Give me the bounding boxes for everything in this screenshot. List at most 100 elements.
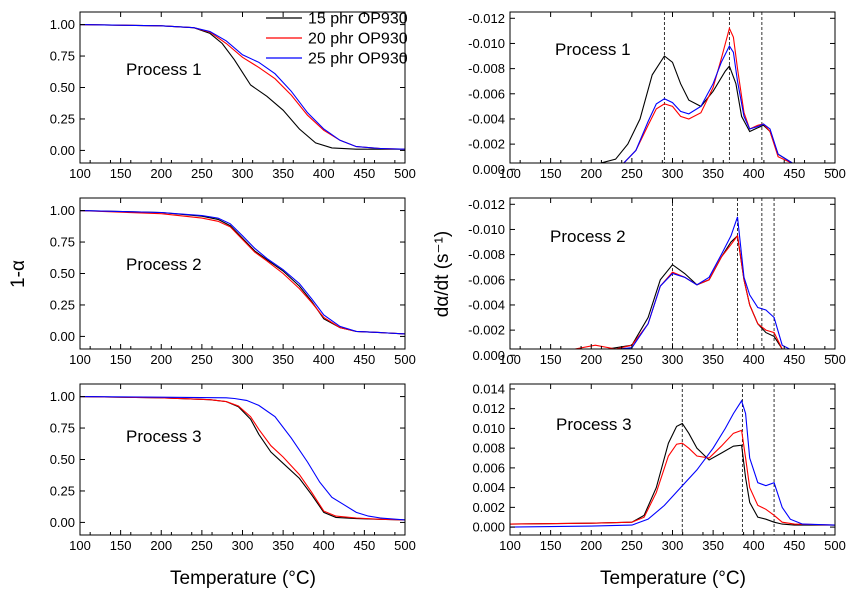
x-tick-label: 450	[354, 352, 376, 367]
x-tick-label: 450	[784, 538, 806, 553]
panel-6: 100 150 200 250 300 350 400 450 500 0.000 0.002 0.0…	[472, 381, 845, 553]
y-tick-label: 0.50	[50, 80, 75, 95]
y-tick-label: -0.010	[468, 36, 505, 51]
y-tick-label: 0.00	[50, 329, 75, 344]
x-tick-label: 500	[824, 352, 846, 367]
panel-title: Process 3	[126, 427, 202, 446]
panel-title: Process 2	[550, 227, 626, 246]
x-tick-label: 300	[232, 538, 254, 553]
series-line-2	[80, 396, 405, 521]
x-tick-label: 200	[580, 352, 602, 367]
series-line-3	[80, 396, 405, 521]
x-tick-label: 200	[150, 352, 172, 367]
x-tick-label: 250	[621, 352, 643, 367]
x-tick-label: 450	[784, 166, 806, 181]
x-tick-label: 500	[394, 352, 416, 367]
x-tick-label: 200	[150, 538, 172, 553]
y-tick-label: 0.25	[50, 297, 75, 312]
x-tick-label: 400	[743, 166, 765, 181]
y-tick-label: 1.00	[50, 203, 75, 218]
panel-title: Process 2	[126, 255, 202, 274]
x-tick-label: 100	[69, 166, 91, 181]
y-tick-label: 0.008	[472, 441, 505, 456]
x-tick-label: 400	[313, 352, 335, 367]
y-tick-label: 0.00	[50, 515, 75, 530]
x-axis-label-right: Temperature (°C)	[600, 568, 746, 589]
y-tick-label: 0.50	[50, 266, 75, 281]
x-tick-label: 150	[540, 166, 562, 181]
x-tick-label: 150	[540, 538, 562, 553]
series-line-2	[80, 210, 405, 335]
y-tick-label: 0.010	[472, 421, 505, 436]
legend-label: 25 phr OP930	[308, 51, 408, 68]
x-tick-label: 250	[621, 538, 643, 553]
legend: 15 phr OP930 20 phr OP930 25 phr OP930	[266, 11, 408, 68]
y-tick-label: -0.004	[468, 297, 505, 312]
x-tick-label: 450	[784, 352, 806, 367]
x-tick-label: 450	[354, 166, 376, 181]
series-line-3	[510, 399, 835, 528]
y-tick-label: 0.002	[472, 500, 505, 515]
y-tick-label: -0.008	[468, 61, 505, 76]
y-tick-label: 0.004	[472, 480, 505, 495]
x-tick-label: 250	[191, 538, 213, 553]
x-tick-label: 300	[232, 352, 254, 367]
x-tick-label: 100	[69, 538, 91, 553]
x-tick-label: 100	[69, 352, 91, 367]
series-line-2	[510, 429, 835, 526]
y-axis-label-right: dα/dt (s⁻¹)	[432, 231, 453, 317]
x-tick-label: 250	[191, 166, 213, 181]
y-tick-label: 0.50	[50, 452, 75, 467]
x-tick-label: 350	[272, 352, 294, 367]
y-tick-label: 0.75	[50, 49, 75, 64]
y-tick-label: 0.000	[472, 162, 505, 177]
x-tick-label: 400	[743, 538, 765, 553]
x-tick-label: 500	[394, 538, 416, 553]
x-tick-label: 150	[110, 352, 132, 367]
y-tick-label: 0.75	[50, 235, 75, 250]
y-tick-label: -0.012	[468, 11, 505, 26]
x-tick-label: 100	[499, 538, 521, 553]
y-tick-label: 0.014	[472, 381, 505, 396]
x-axis-label-left: Temperature (°C)	[170, 568, 316, 589]
x-tick-label: 250	[621, 166, 643, 181]
x-tick-label: 150	[110, 538, 132, 553]
y-tick-label: 0.25	[50, 483, 75, 498]
x-tick-label: 300	[662, 166, 684, 181]
x-tick-label: 400	[743, 352, 765, 367]
y-tick-label: -0.002	[468, 323, 505, 338]
x-tick-label: 150	[110, 166, 132, 181]
y-tick-label: -0.008	[468, 247, 505, 262]
panel-title: Process 3	[556, 415, 632, 434]
y-tick-label: -0.006	[468, 86, 505, 101]
x-tick-label: 300	[662, 538, 684, 553]
x-tick-label: 350	[702, 538, 724, 553]
x-tick-label: 500	[824, 166, 846, 181]
series-line-1	[598, 55, 794, 163]
y-tick-label: -0.004	[468, 111, 505, 126]
y-axis-label-left: 1-α	[8, 260, 29, 288]
panel-title: Process 1	[126, 60, 202, 79]
x-tick-label: 200	[580, 538, 602, 553]
panel-title: Process 1	[555, 40, 631, 59]
series-line-3	[614, 216, 791, 349]
legend-label: 20 phr OP930	[308, 31, 408, 48]
x-tick-label: 350	[272, 538, 294, 553]
y-tick-label: 0.012	[472, 401, 505, 416]
series-line-1	[80, 24, 405, 150]
x-tick-label: 150	[540, 352, 562, 367]
y-tick-label: -0.012	[468, 197, 505, 212]
y-tick-label: -0.006	[468, 272, 505, 287]
x-tick-label: 400	[313, 538, 335, 553]
panel-1: 100 150 200 250 300 350 400 450 500 0.00 0.25 0.50 0…	[50, 11, 416, 181]
panel-3: 100 150 200 250 300 350 400 450 500 0.00 0.25 0.50 0…	[50, 197, 416, 367]
y-tick-label: 0.25	[50, 111, 75, 126]
x-tick-label: 500	[824, 538, 846, 553]
y-tick-label: 0.000	[472, 348, 505, 363]
y-tick-label: -0.010	[468, 222, 505, 237]
series-line-1	[510, 422, 835, 526]
y-tick-label: 0.006	[472, 460, 505, 475]
plot-frame	[509, 11, 836, 164]
series-line-2	[560, 234, 785, 349]
x-tick-label: 350	[702, 352, 724, 367]
